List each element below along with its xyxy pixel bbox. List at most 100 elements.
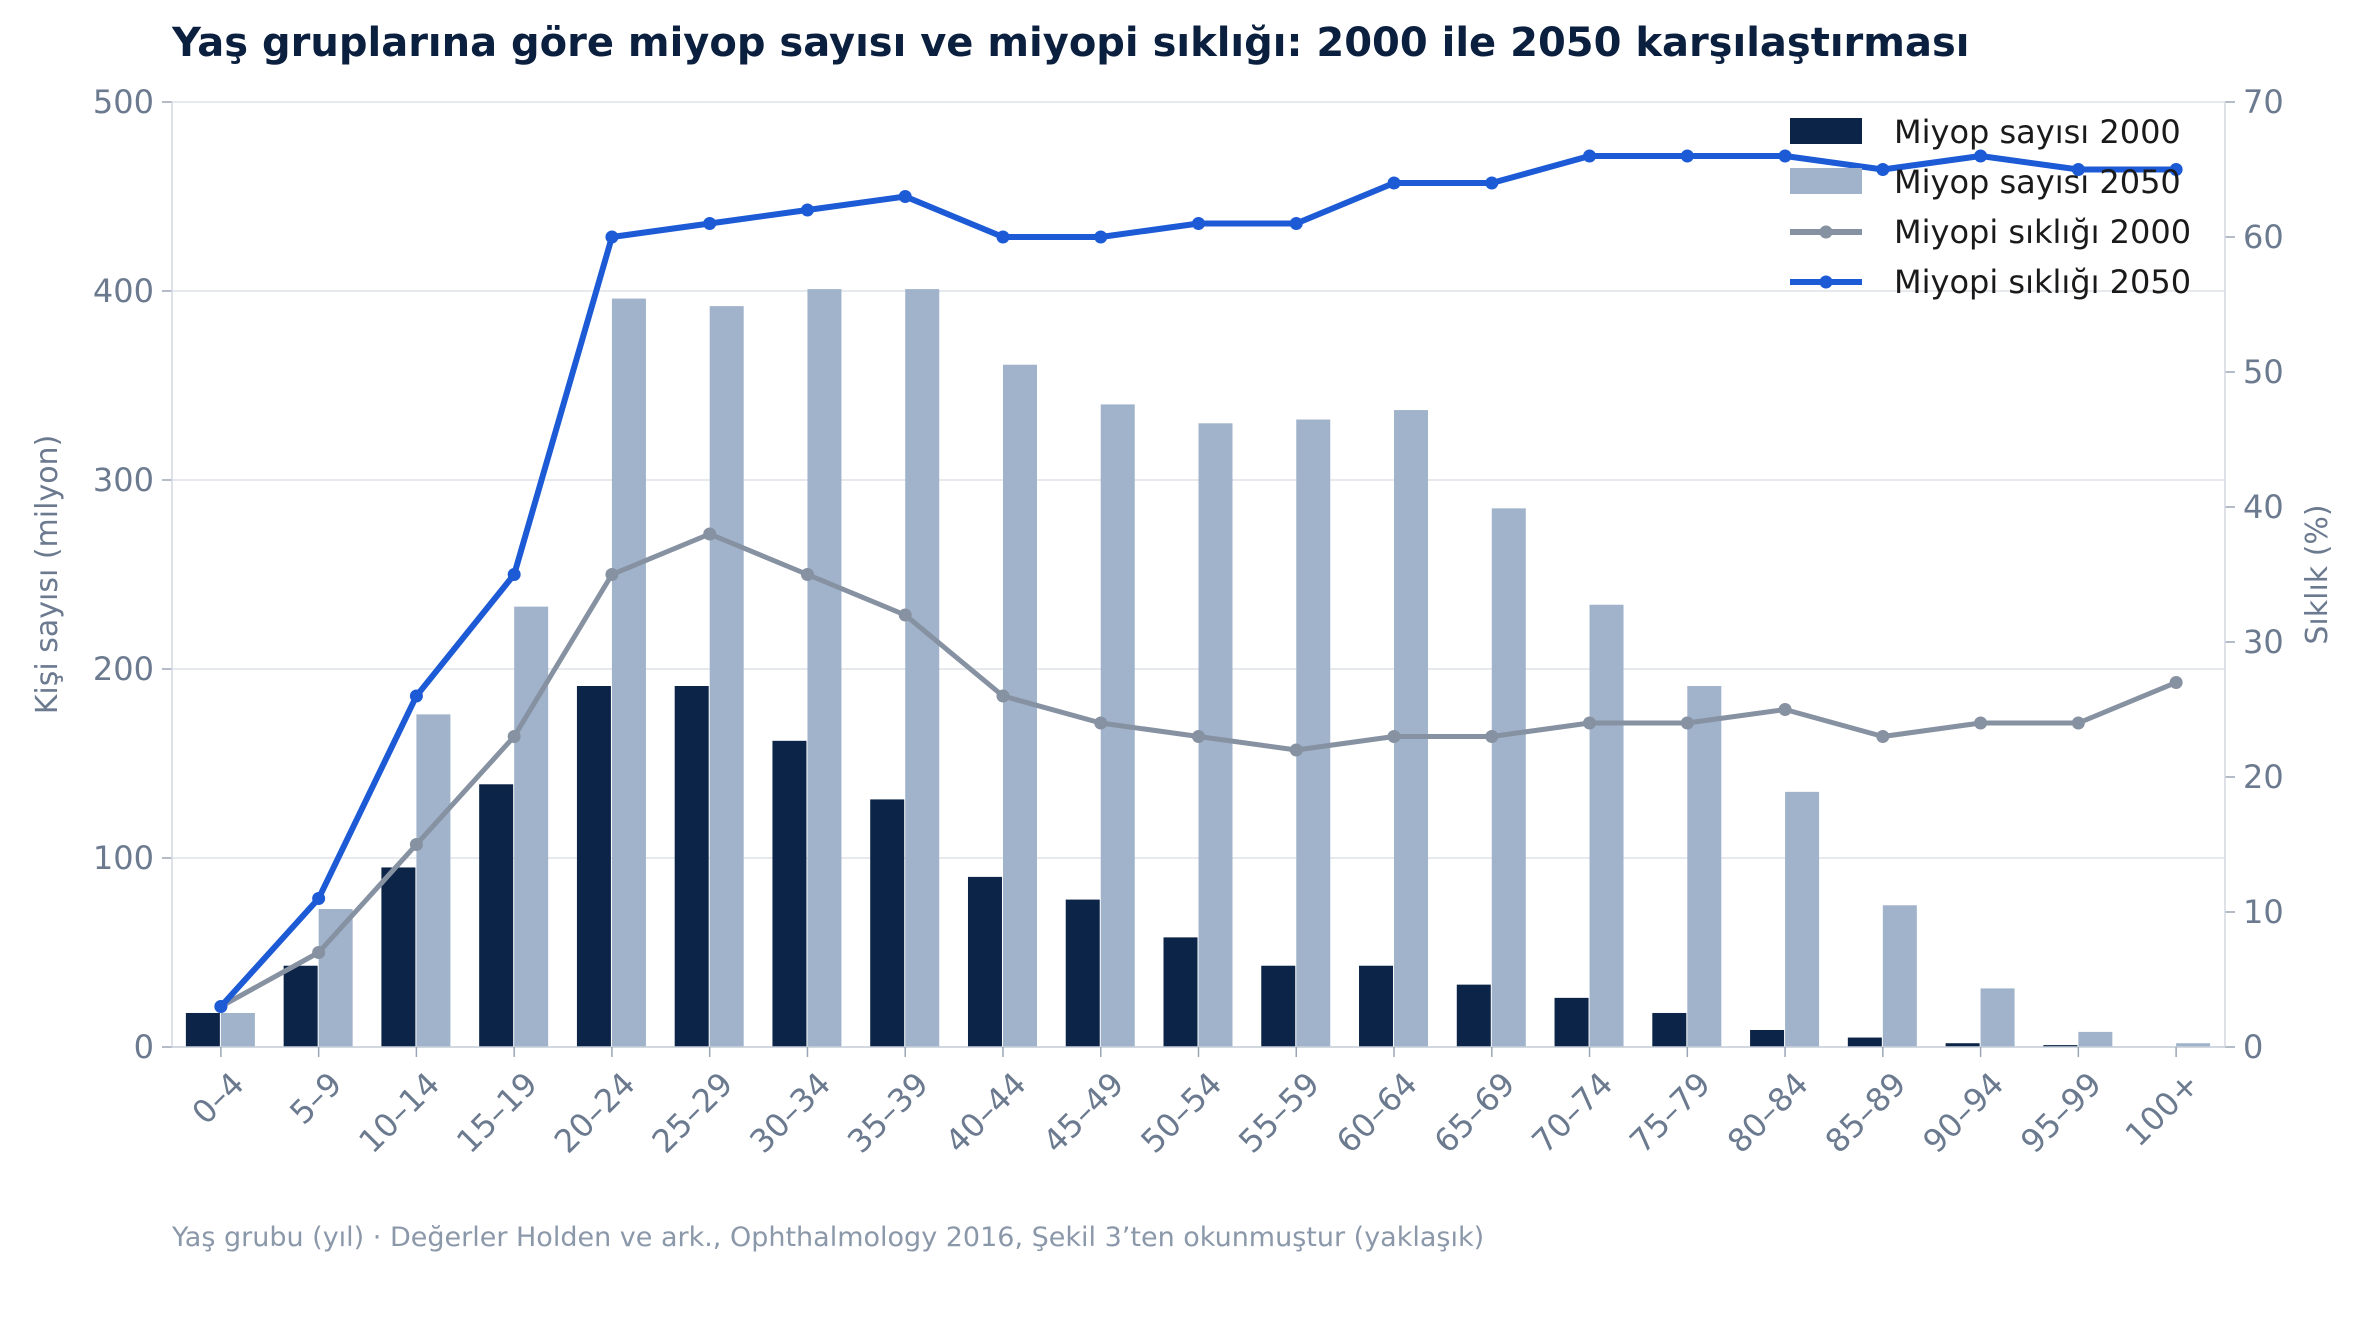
point-prevalence-2000: [800, 568, 814, 581]
bars: [185, 289, 2211, 1048]
point-prevalence-2000: [1778, 703, 1792, 716]
bar-2050: [1491, 508, 1526, 1048]
y2-tick-label: 50: [2243, 353, 2284, 391]
bar-2050: [514, 606, 549, 1047]
bar-2000: [967, 876, 1002, 1047]
bar-2050: [220, 1012, 255, 1047]
legend-label: Miyop sayısı 2000: [1894, 113, 2181, 151]
bar-2050: [2176, 1043, 2211, 1047]
bar-2000: [1750, 1029, 1785, 1047]
x-tick-label: 90–94: [1915, 1065, 2011, 1161]
point-prevalence-2050: [214, 1000, 228, 1013]
bar-2000: [283, 965, 318, 1047]
bar-2050: [709, 306, 744, 1047]
point-prevalence-2050: [507, 568, 521, 581]
legend-label: Miyopi sıklığı 2000: [1894, 213, 2191, 251]
x-tick-label: 80–84: [1720, 1065, 1816, 1161]
x-tick-label: 15–19: [449, 1065, 545, 1161]
y2-tick-label: 30: [2243, 623, 2284, 661]
y-axis-label: Kişi sayısı (milyon): [30, 435, 65, 715]
point-prevalence-2050: [605, 230, 619, 244]
point-prevalence-2000: [996, 689, 1010, 703]
point-prevalence-2050: [312, 892, 326, 905]
point-prevalence-2050: [996, 230, 1010, 244]
y2-tick-label: 60: [2243, 218, 2284, 256]
x-tick-label: 20–24: [547, 1065, 643, 1161]
bar-2050: [905, 289, 940, 1047]
legend-swatch-marker: [1819, 225, 1833, 239]
bar-2000: [772, 740, 807, 1047]
legend-swatch: [1790, 168, 1862, 194]
legend-label: Miyop sayısı 2050: [1894, 163, 2181, 201]
x-tick-label: 100+: [2118, 1065, 2207, 1154]
point-prevalence-2050: [2071, 163, 2085, 176]
point-prevalence-2000: [312, 946, 326, 959]
bar-2050: [1980, 988, 2015, 1047]
bar-2050: [1394, 410, 1429, 1047]
point-prevalence-2000: [1485, 730, 1499, 743]
x-tick-label: 75–79: [1622, 1065, 1718, 1161]
x-tick-label: 50–54: [1133, 1065, 1229, 1161]
point-prevalence-2000: [703, 527, 717, 541]
point-prevalence-2000: [1876, 730, 1890, 743]
bar-2000: [1945, 1043, 1980, 1047]
point-prevalence-2000: [1583, 716, 1597, 730]
x-tick-label: 5–9: [282, 1065, 349, 1132]
y-tick-label: 300: [93, 461, 154, 499]
bar-2000: [1065, 899, 1100, 1047]
legend-label: Miyopi sıklığı 2050: [1894, 263, 2191, 301]
point-prevalence-2000: [409, 838, 423, 851]
point-prevalence-2050: [1192, 217, 1205, 230]
point-prevalence-2000: [1974, 716, 1988, 730]
y-tick-label: 200: [93, 650, 154, 688]
y2-axis-label: Sıklık (%): [2300, 504, 2335, 644]
point-prevalence-2050: [1583, 149, 1597, 163]
bar-2050: [611, 298, 646, 1047]
point-prevalence-2050: [800, 203, 814, 217]
bar-2050: [1687, 686, 1722, 1047]
bar-2000: [1554, 997, 1589, 1047]
bar-2050: [1296, 419, 1331, 1047]
bar-2050: [416, 714, 451, 1047]
x-tick-label: 40–44: [938, 1065, 1034, 1161]
bar-2000: [2043, 1045, 2078, 1047]
point-prevalence-2050: [409, 689, 423, 703]
bar-2000: [1163, 937, 1198, 1047]
bar-2000: [1847, 1037, 1882, 1047]
legend-swatch: [1790, 118, 1862, 144]
point-prevalence-2050: [1387, 176, 1401, 190]
x-tick-label: 25–29: [645, 1065, 741, 1161]
point-prevalence-2050: [1974, 149, 1988, 163]
series-lines: [214, 149, 2183, 1013]
legend-swatch-marker: [1819, 275, 1833, 289]
x-tick-label: 70–74: [1524, 1065, 1620, 1161]
point-prevalence-2000: [1289, 743, 1303, 757]
bar-2050: [2078, 1031, 2113, 1047]
y-tick-label: 100: [93, 839, 154, 877]
point-prevalence-2000: [1192, 730, 1205, 743]
legend: Miyop sayısı 2000 Miyop sayısı 2050 Miyopi…: [1790, 113, 2191, 301]
y2-tick-label: 0: [2243, 1028, 2263, 1066]
point-prevalence-2000: [1094, 716, 1108, 730]
x-tick-label: 0–4: [185, 1065, 252, 1132]
y-tick-label: 400: [93, 272, 154, 310]
point-prevalence-2050: [2169, 163, 2183, 176]
bar-2000: [1261, 965, 1296, 1047]
chart-title: Yaş gruplarına göre miyop sayısı ve miyo…: [172, 20, 1970, 66]
point-prevalence-2050: [1778, 149, 1792, 163]
x-tick-label: 10–14: [351, 1065, 447, 1161]
bar-2000: [870, 799, 905, 1047]
point-prevalence-2000: [507, 730, 521, 743]
x-tick-label: 85–89: [1818, 1065, 1914, 1161]
bar-2000: [576, 686, 611, 1047]
point-prevalence-2050: [1094, 230, 1108, 244]
x-tick-label: 45–49: [1036, 1065, 1132, 1161]
y2-tick-label: 20: [2243, 758, 2284, 796]
point-prevalence-2050: [1680, 149, 1694, 163]
bar-2000: [479, 784, 514, 1047]
y-tick-label: 0: [134, 1028, 154, 1066]
point-prevalence-2050: [898, 190, 912, 203]
bar-2050: [1785, 791, 1820, 1047]
point-prevalence-2050: [1876, 163, 1890, 176]
bar-2000: [1652, 1012, 1687, 1047]
